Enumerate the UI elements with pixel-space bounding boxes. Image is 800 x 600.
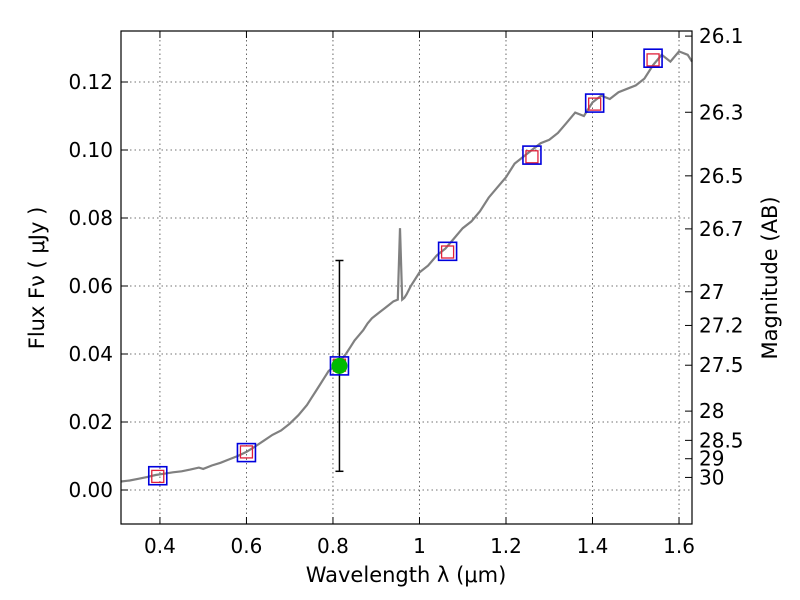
- y2-tick-label: 27: [699, 280, 724, 304]
- x-tick-label: 1: [413, 534, 426, 558]
- observed-band-marker: [522, 145, 542, 165]
- x-tick-label: 1.4: [577, 534, 609, 558]
- y-tick-label: 0.10: [68, 138, 113, 162]
- y-tick-label: 0.06: [68, 274, 113, 298]
- y-tick-label: 0.04: [68, 342, 113, 366]
- observed-band-marker: [147, 465, 168, 486]
- y-tick-label: 0.00: [68, 478, 113, 502]
- model-spectrum-line: [120, 50, 693, 483]
- y-tick-label: 0.08: [68, 206, 113, 230]
- plot-frame: [120, 30, 693, 525]
- y2-tick-label: 26.5: [699, 164, 744, 188]
- x-tick-label: 0.4: [144, 534, 176, 558]
- x-tick-label: 0.6: [231, 534, 263, 558]
- y-axis-title: Flux Fν ( μJy ): [25, 207, 49, 350]
- observed-band-marker: [236, 442, 257, 463]
- y2-tick-label: 29: [699, 447, 724, 471]
- model-band-marker: [588, 97, 602, 111]
- y2-axis-title: Magnitude (AB): [758, 196, 782, 359]
- model-band-marker: [440, 245, 455, 259]
- observed-band-marker: [437, 241, 458, 262]
- y-tick-label: 0.02: [68, 410, 113, 434]
- x-tick-label: 0.8: [317, 534, 349, 558]
- detection-point: [331, 357, 348, 374]
- model-band-marker: [646, 53, 660, 67]
- model-band-marker: [239, 445, 254, 459]
- x-tick-label: 1.6: [663, 534, 695, 558]
- x-axis-title: Wavelength λ (μm): [306, 563, 507, 587]
- grid: [121, 31, 692, 524]
- observed-band-marker: [643, 48, 663, 69]
- observed-band-marker: [329, 356, 350, 376]
- axis-ticks: [121, 31, 692, 524]
- model-band-marker: [151, 469, 165, 484]
- y2-tick-label: 28.5: [699, 428, 744, 452]
- y2-tick-label: 30: [699, 465, 724, 489]
- tick-labels: 0.4 0.6 0.8 1 1.2 1.4 1.6 0.00 0.02 0.04 0.06 0.08 0…: [68, 24, 743, 558]
- y2-tick-label: 27.5: [699, 353, 744, 377]
- y2-tick-label: 26.1: [699, 24, 744, 48]
- model-band-marker: [525, 150, 539, 164]
- y2-tick-label: 26.7: [699, 217, 744, 241]
- y-tick-label: 0.12: [68, 70, 113, 94]
- y2-tick-label: 26.3: [699, 100, 744, 124]
- observed-band-marker: [584, 93, 605, 113]
- y2-tick-label: 28: [699, 399, 724, 423]
- x-tick-label: 1.2: [490, 534, 522, 558]
- y2-tick-label: 27.2: [699, 313, 744, 337]
